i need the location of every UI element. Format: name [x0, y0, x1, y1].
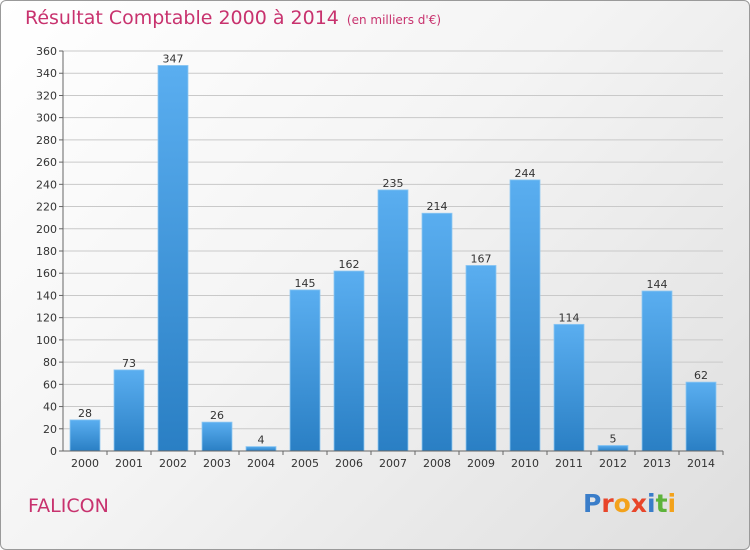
- x-tick-label: 2000: [71, 457, 99, 470]
- y-tick-label: 160: [36, 267, 57, 280]
- bar-value-label: 114: [559, 311, 580, 324]
- bar: [113, 369, 145, 452]
- bar-value-label: 235: [383, 177, 404, 190]
- logo-letter: i: [647, 489, 656, 518]
- y-tick-label: 60: [43, 378, 57, 391]
- bar-value-label: 214: [427, 200, 448, 213]
- bar-value-label: 26: [210, 409, 224, 422]
- bar: [641, 290, 673, 452]
- x-tick-label: 2005: [291, 457, 319, 470]
- y-tick-label: 80: [43, 356, 57, 369]
- logo-letter: x: [630, 489, 647, 518]
- x-tick-label: 2013: [643, 457, 671, 470]
- bar-value-label: 62: [694, 369, 708, 382]
- logo-letter: r: [601, 489, 614, 518]
- x-tick-label: 2007: [379, 457, 407, 470]
- bar-value-label: 162: [339, 258, 360, 271]
- x-tick-label: 2008: [423, 457, 451, 470]
- bar-value-label: 144: [647, 278, 668, 291]
- x-tick-label: 2010: [511, 457, 539, 470]
- y-tick-label: 140: [36, 289, 57, 302]
- x-tick-label: 2014: [687, 457, 715, 470]
- bar: [421, 212, 453, 452]
- y-tick-label: 240: [36, 178, 57, 191]
- y-tick-label: 300: [36, 112, 57, 125]
- bar-value-label: 244: [515, 167, 536, 180]
- bar-value-label: 4: [258, 434, 265, 447]
- y-tick-label: 120: [36, 312, 57, 325]
- bar: [289, 289, 321, 452]
- proxiti-logo: Proxiti: [583, 489, 676, 518]
- logo-letter: i: [667, 489, 677, 518]
- x-tick-label: 2001: [115, 457, 143, 470]
- y-tick-label: 220: [36, 201, 57, 214]
- title-line: Résultat Comptable 2000 à 2014 (en millie…: [25, 7, 441, 29]
- bar: [201, 421, 233, 452]
- y-axis-ticks: 0 20 40 60 80 100 120 140 160 180 200 220 240 260 280 3…: [36, 45, 63, 458]
- bar: [157, 65, 189, 452]
- x-tick-label: 2006: [335, 457, 363, 470]
- value-labels: 28 73 347 26 4 145 162 235 214 167 244 114 5 144 62: [78, 52, 708, 446]
- logo-letter: o: [613, 489, 631, 518]
- place-name: FALICON: [28, 495, 109, 517]
- bar-value-label: 28: [78, 407, 92, 420]
- x-tick-label: 2002: [159, 457, 187, 470]
- chart-subtitle: (en milliers d'€): [346, 13, 442, 27]
- bar: [465, 265, 497, 452]
- bar-value-label: 73: [122, 357, 136, 370]
- chart-title: Résultat Comptable 2000 à 2014: [25, 7, 339, 29]
- bar: [69, 419, 101, 452]
- y-tick-label: 200: [36, 223, 57, 236]
- bar: [333, 270, 365, 452]
- x-tick-label: 2009: [467, 457, 495, 470]
- logo-letter: P: [583, 489, 602, 518]
- y-tick-label: 0: [50, 445, 57, 458]
- y-tick-label: 100: [36, 334, 57, 347]
- x-tick-label: 2011: [555, 457, 583, 470]
- bar: [553, 323, 585, 452]
- bars: [69, 65, 717, 452]
- y-tick-label: 360: [36, 45, 57, 58]
- x-tick-label: 2012: [599, 457, 627, 470]
- bar: [245, 446, 277, 452]
- y-tick-label: 320: [36, 89, 57, 102]
- bar-value-label: 167: [471, 252, 492, 265]
- bar-value-label: 5: [610, 432, 617, 445]
- y-tick-label: 340: [36, 67, 57, 80]
- bar-value-label: 347: [163, 52, 184, 65]
- bar-value-label: 145: [295, 277, 316, 290]
- x-tick-label: 2003: [203, 457, 231, 470]
- bar: [597, 445, 629, 452]
- y-tick-label: 280: [36, 134, 57, 147]
- y-tick-label: 40: [43, 401, 57, 414]
- y-tick-label: 20: [43, 423, 57, 436]
- bar: [509, 179, 541, 452]
- bar: [377, 189, 409, 452]
- x-axis-ticks: 2000 2001 2002 2003 2004 2005 2006 2007 2008 2009…: [71, 451, 724, 470]
- logo-letter: t: [655, 489, 668, 518]
- y-tick-label: 180: [36, 245, 57, 258]
- bar: [685, 381, 717, 452]
- x-tick-label: 2004: [247, 457, 275, 470]
- y-tick-label: 260: [36, 156, 57, 169]
